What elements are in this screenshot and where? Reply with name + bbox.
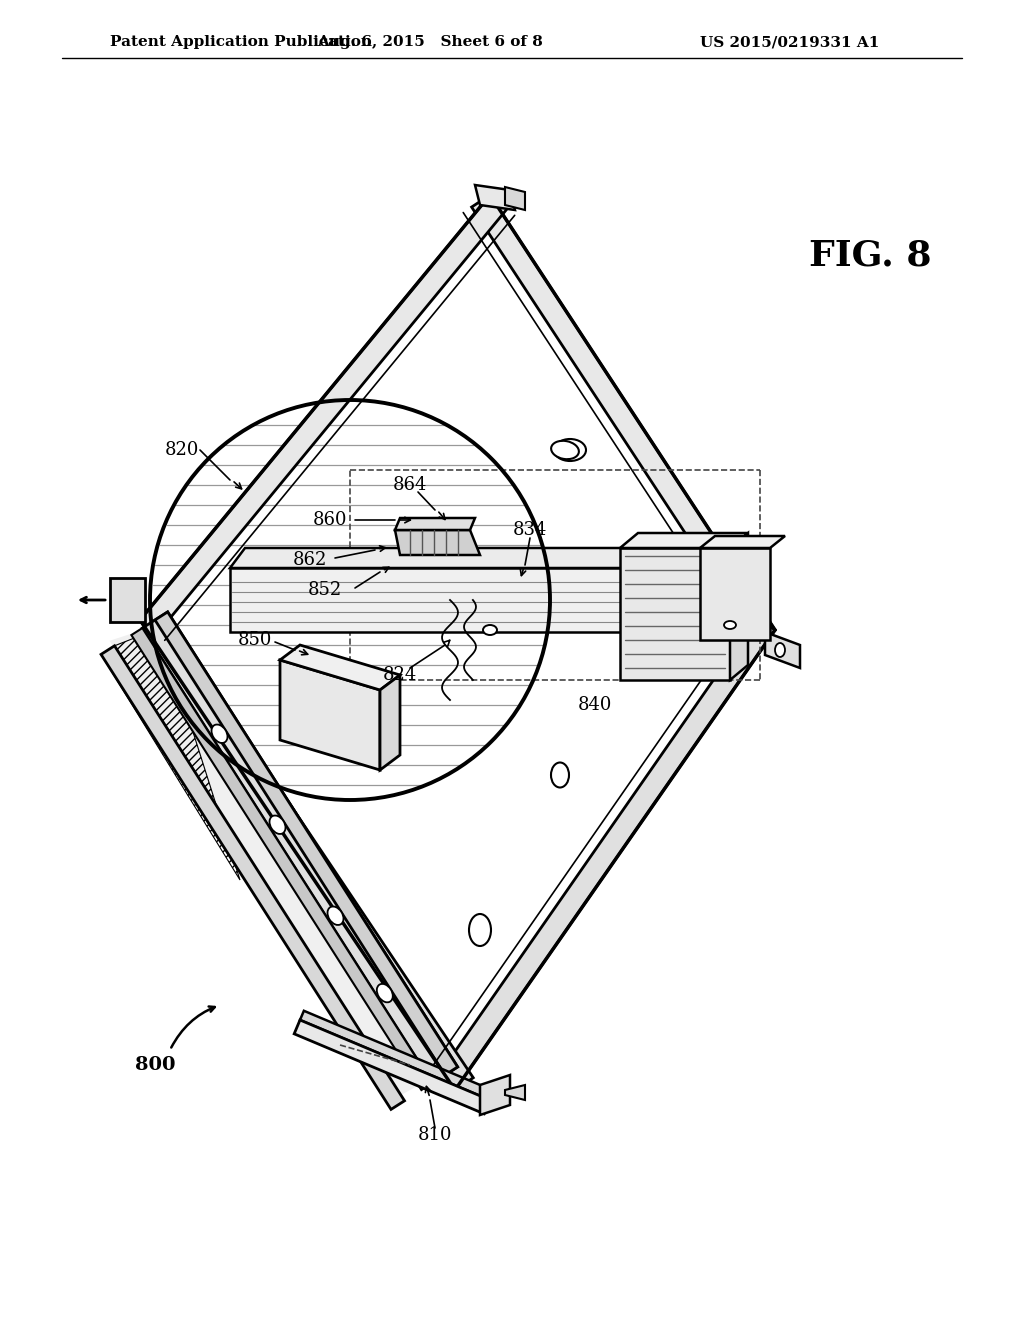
Polygon shape — [730, 533, 748, 680]
Polygon shape — [475, 185, 515, 210]
Ellipse shape — [269, 816, 286, 834]
Polygon shape — [230, 568, 730, 632]
Text: 850: 850 — [238, 631, 272, 649]
Ellipse shape — [554, 440, 586, 461]
Ellipse shape — [469, 913, 490, 946]
Polygon shape — [330, 207, 757, 741]
Text: 824: 824 — [383, 667, 417, 684]
Ellipse shape — [724, 620, 736, 630]
Text: 820: 820 — [165, 441, 200, 459]
Ellipse shape — [551, 763, 569, 788]
Text: Aug. 6, 2015   Sheet 6 of 8: Aug. 6, 2015 Sheet 6 of 8 — [317, 36, 543, 49]
Polygon shape — [700, 548, 770, 640]
Text: 862: 862 — [293, 550, 328, 569]
Text: 864: 864 — [393, 477, 427, 494]
Polygon shape — [280, 660, 380, 770]
Polygon shape — [437, 618, 775, 1090]
Ellipse shape — [377, 983, 393, 1002]
Text: 852: 852 — [308, 581, 342, 599]
Text: US 2015/0219331 A1: US 2015/0219331 A1 — [700, 36, 880, 49]
Text: 834: 834 — [513, 521, 547, 539]
Polygon shape — [505, 1085, 525, 1100]
Ellipse shape — [212, 725, 227, 743]
Polygon shape — [700, 536, 785, 548]
Text: 810: 810 — [418, 1126, 453, 1144]
Polygon shape — [280, 645, 400, 690]
Polygon shape — [110, 624, 447, 1096]
Circle shape — [150, 400, 550, 800]
Polygon shape — [140, 195, 507, 634]
Text: Patent Application Publication: Patent Application Publication — [110, 36, 372, 49]
Polygon shape — [765, 632, 800, 668]
Polygon shape — [380, 675, 400, 770]
Text: 840: 840 — [578, 696, 612, 714]
Polygon shape — [155, 612, 458, 1074]
Polygon shape — [620, 533, 748, 548]
Polygon shape — [300, 1011, 494, 1100]
Polygon shape — [142, 612, 458, 1084]
Polygon shape — [620, 548, 730, 680]
Polygon shape — [140, 195, 775, 1090]
Ellipse shape — [483, 624, 497, 635]
Polygon shape — [395, 531, 480, 554]
Ellipse shape — [775, 643, 785, 657]
Ellipse shape — [551, 441, 579, 459]
Polygon shape — [480, 1074, 510, 1115]
Text: FIG. 8: FIG. 8 — [809, 238, 931, 272]
Polygon shape — [294, 1020, 490, 1114]
Polygon shape — [131, 628, 432, 1090]
Polygon shape — [101, 645, 404, 1109]
Text: 860: 860 — [312, 511, 347, 529]
Ellipse shape — [328, 907, 343, 925]
Polygon shape — [395, 517, 475, 531]
Polygon shape — [110, 578, 145, 622]
Text: 800: 800 — [135, 1056, 175, 1074]
Polygon shape — [140, 607, 473, 1090]
Polygon shape — [230, 548, 745, 568]
Polygon shape — [505, 187, 525, 210]
Polygon shape — [472, 195, 775, 642]
